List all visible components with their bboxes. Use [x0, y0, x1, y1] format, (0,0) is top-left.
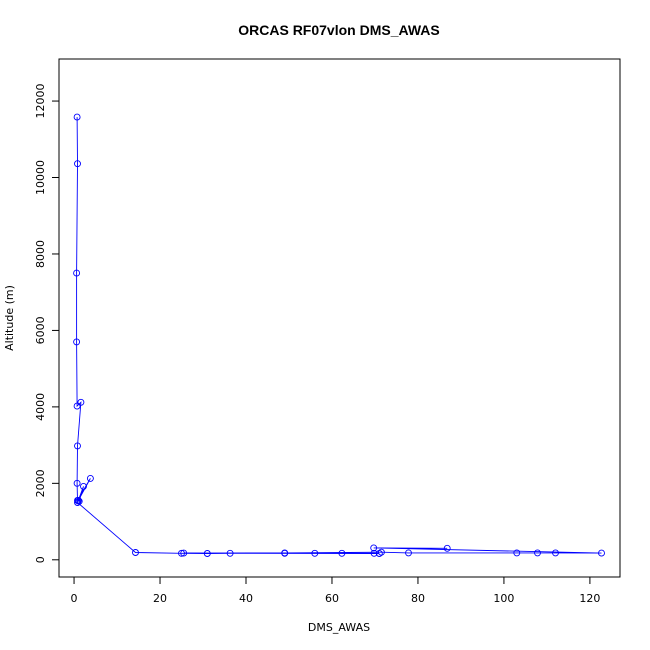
data-point: [281, 549, 289, 557]
y-axis: 0 2000 4000 6000 8000 10000 12000: [34, 84, 60, 563]
data-point: [80, 482, 87, 490]
data-point: [132, 549, 139, 556]
chart-title: ORCAS RF07vlon DMS_AWAS: [238, 22, 439, 38]
data-point: [370, 544, 378, 552]
x-tick-label: 40: [239, 592, 253, 605]
data-point: [203, 550, 211, 557]
data-point: [178, 549, 185, 557]
data-point: [338, 549, 346, 557]
data-point: [73, 338, 81, 346]
y-tick-label: 12000: [34, 84, 47, 119]
series-lines: [76, 117, 602, 554]
data-point: [370, 549, 378, 557]
x-tick-label: 80: [411, 592, 425, 605]
y-tick-label: 8000: [34, 240, 47, 268]
data-point: [75, 497, 83, 505]
series-points: [73, 113, 605, 557]
data-point: [74, 499, 81, 506]
data-point: [180, 549, 188, 557]
data-point: [443, 544, 451, 552]
data-point: [73, 402, 81, 410]
data-point: [513, 549, 521, 557]
data-point: [74, 442, 81, 450]
data-point: [77, 398, 85, 406]
data-point: [226, 549, 234, 557]
data-point: [552, 549, 559, 557]
y-tick-label: 6000: [34, 316, 47, 344]
data-point: [311, 549, 319, 557]
data-point: [73, 113, 81, 121]
data-point: [73, 479, 81, 487]
data-point: [86, 474, 94, 482]
data-point: [73, 269, 81, 277]
y-tick-label: 2000: [34, 469, 47, 497]
data-point: [598, 549, 605, 557]
data-point: [534, 549, 541, 557]
x-tick-label: 120: [579, 592, 600, 605]
x-tick-label: 60: [325, 592, 339, 605]
x-tick-label: 100: [493, 592, 514, 605]
y-tick-label: 10000: [34, 160, 47, 195]
data-point: [405, 549, 412, 557]
x-axis-label: DMS_AWAS: [308, 621, 370, 634]
data-point: [74, 160, 81, 168]
series-line: [76, 117, 602, 554]
x-tick-label: 20: [153, 592, 167, 605]
y-axis-label: Altitude (m): [3, 285, 16, 351]
y-tick-label: 0: [34, 556, 47, 563]
x-axis: 0 20 40 60 80 100 120: [71, 576, 600, 605]
x-tick-label: 0: [71, 592, 78, 605]
data-point: [377, 548, 385, 556]
y-tick-label: 4000: [34, 393, 47, 421]
